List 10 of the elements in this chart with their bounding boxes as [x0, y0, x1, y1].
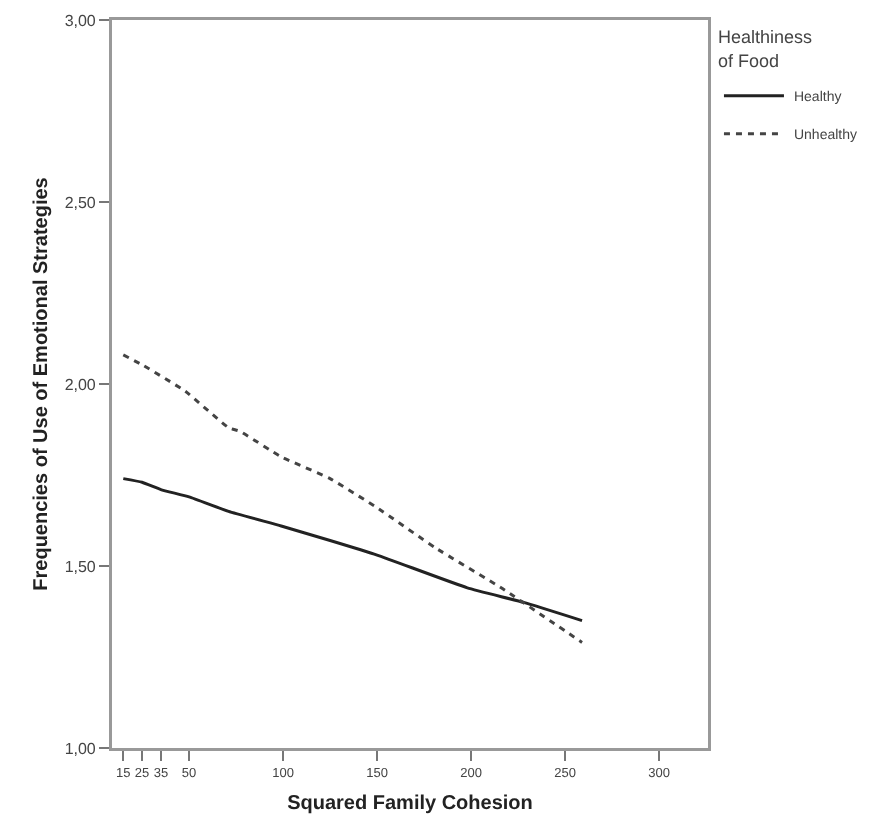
y-tick-label: 2,50 [64, 193, 97, 212]
y-tick-label: 1,00 [64, 739, 97, 758]
legend-title: Healthiness of Food [717, 27, 814, 71]
line-series [121, 477, 584, 623]
y-tick-label: 2,00 [64, 375, 97, 394]
y-tick-label: 3,00 [64, 11, 97, 30]
y-tick-label: 1,50 [64, 557, 97, 576]
x-axis-title: Squared Family Cohesion [287, 793, 533, 816]
line-series [121, 353, 584, 644]
y-axis-title: Frequencies of Use of Emotional Strategies [31, 176, 54, 591]
